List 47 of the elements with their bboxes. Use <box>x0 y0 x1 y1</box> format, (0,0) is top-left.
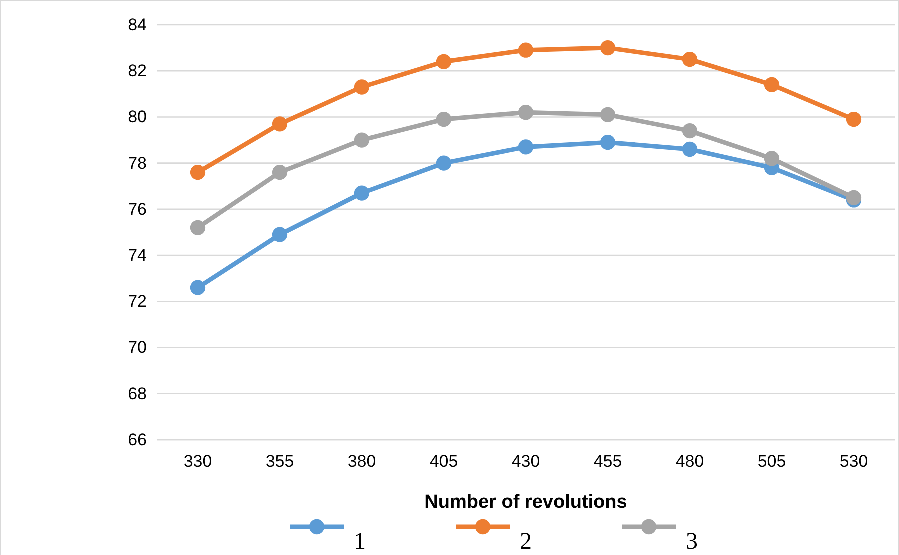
x-axis-title: Number of revolutions <box>424 492 628 513</box>
point <box>354 80 370 95</box>
point <box>190 220 206 236</box>
point <box>518 105 534 120</box>
y-tick-label: 76 <box>128 200 147 219</box>
point <box>518 42 534 58</box>
point <box>600 40 616 56</box>
point <box>600 135 616 150</box>
point <box>354 186 370 201</box>
y-tick-label: 66 <box>128 430 147 450</box>
point <box>354 132 370 148</box>
point <box>272 116 288 132</box>
point <box>518 140 534 155</box>
legend-label: 3 <box>686 529 698 555</box>
point <box>272 227 288 242</box>
legend-label: 1 <box>354 529 366 555</box>
y-tick-label: 80 <box>128 108 147 127</box>
point <box>436 112 452 128</box>
point <box>436 156 452 171</box>
x-tick-label: 480 <box>676 452 704 472</box>
x-tick-label: 380 <box>348 452 376 472</box>
x-tick-label: 430 <box>512 452 540 472</box>
point <box>190 280 206 296</box>
point <box>272 165 288 180</box>
y-tick-label: 84 <box>128 15 147 34</box>
y-tick-label: 82 <box>128 62 147 81</box>
point <box>846 112 862 128</box>
point <box>764 151 780 166</box>
y-tick-label: 74 <box>128 246 147 265</box>
x-tick-label: 530 <box>840 452 868 472</box>
x-tick-label: 455 <box>594 452 622 472</box>
point <box>682 124 698 139</box>
x-tick-label: 330 <box>184 452 212 472</box>
y-tick-label: 68 <box>128 384 147 404</box>
point <box>190 165 206 180</box>
point <box>600 107 616 122</box>
y-tick-label: 70 <box>128 338 147 358</box>
x-tick-label: 405 <box>430 452 458 472</box>
point <box>436 54 452 70</box>
point <box>682 52 698 68</box>
x-tick-label: 355 <box>266 452 294 472</box>
y-tick-label: 78 <box>128 154 147 173</box>
legend-label: 2 <box>520 529 532 555</box>
y-tick-label: 72 <box>128 292 147 312</box>
x-tick-label: 505 <box>758 452 786 472</box>
point <box>682 142 698 158</box>
point <box>764 77 780 92</box>
